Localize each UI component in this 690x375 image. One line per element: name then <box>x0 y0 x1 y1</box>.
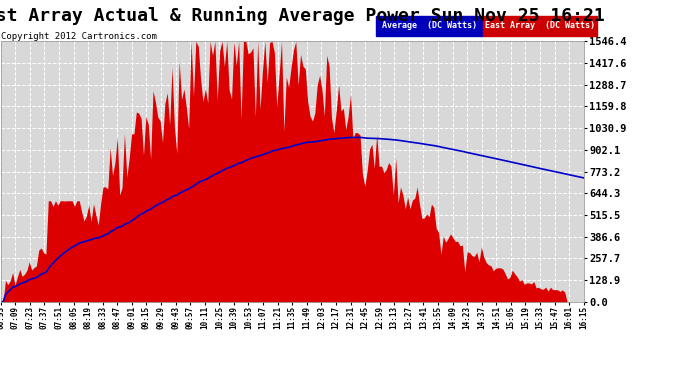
Text: East Array Actual & Running Average Power Sun Nov 25 16:21: East Array Actual & Running Average Powe… <box>0 6 605 25</box>
Text: Average  (DC Watts): Average (DC Watts) <box>382 21 477 30</box>
Text: Copyright 2012 Cartronics.com: Copyright 2012 Cartronics.com <box>1 32 157 41</box>
Text: East Array  (DC Watts): East Array (DC Watts) <box>485 21 595 30</box>
